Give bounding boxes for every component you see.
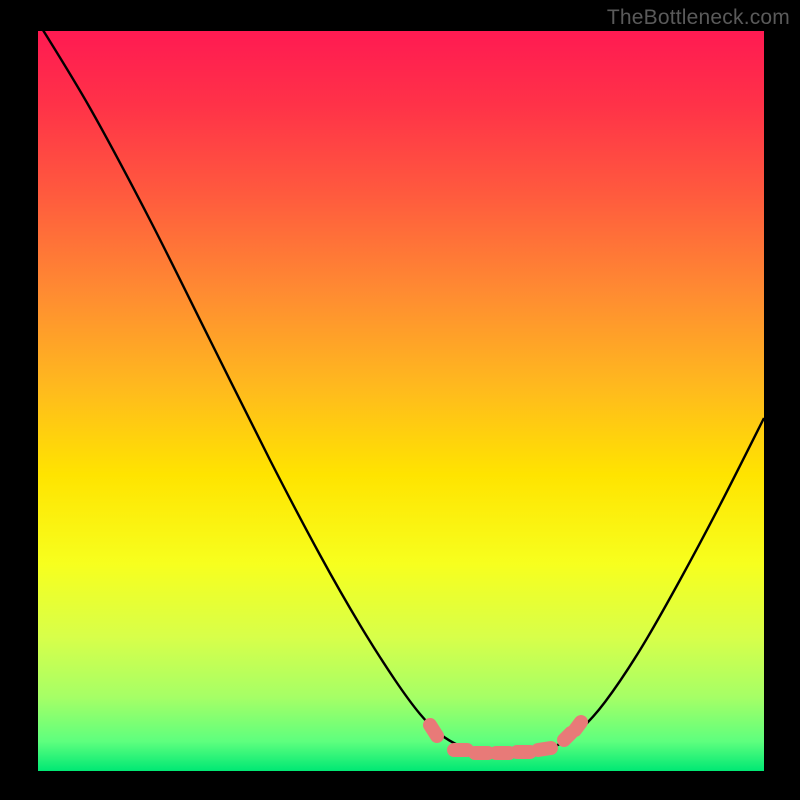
highlight-dash xyxy=(538,748,551,750)
highlight-dash xyxy=(430,725,437,736)
chart-container: TheBottleneck.com xyxy=(0,0,800,800)
highlight-dash xyxy=(575,722,581,730)
plot-background xyxy=(38,31,764,771)
watermark-text: TheBottleneck.com xyxy=(607,6,790,30)
bottleneck-chart xyxy=(0,0,800,800)
